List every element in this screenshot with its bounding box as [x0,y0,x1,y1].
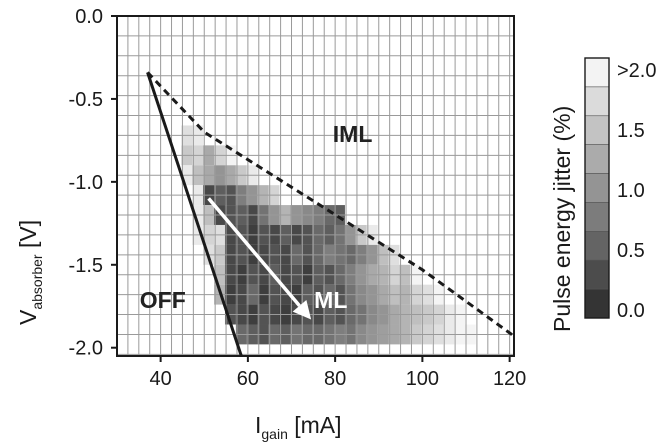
colorbar-swatch [584,86,610,117]
colorbar-swatch [584,144,610,174]
colorbar: >2.0 1.5 1.0 0.5 0.0 [584,57,656,322]
colorbar-swatch [584,288,610,319]
x-tick-label: 100 [406,368,439,390]
y-tick-label: 0.0 [75,6,103,28]
x-tick-label: 120 [493,368,526,390]
colorbar-tick-label: 0.5 [617,240,645,262]
colorbar-swatch [584,202,610,232]
colorbar-tick-label: >2.0 [617,60,656,82]
region-label-off: OFF [140,287,186,313]
y-axis-label: Vabsorber [V] [15,220,45,325]
colorbar-swatch [584,231,610,261]
colorbar-swatch [584,259,610,290]
grid-lines [116,15,514,356]
colorbar-swatch [584,115,610,145]
colorbar-swatch [584,57,610,88]
colorbar-tick-label: 0.0 [617,300,645,322]
region-labels: IML ML OFF [140,121,373,313]
region-boundaries [146,71,515,357]
colorbar-border [584,57,610,319]
y-tick-label: -1.5 [69,255,103,277]
region-label-iml: IML [333,121,373,147]
plot-frame [116,15,515,357]
colorbar-tick-label: 1.5 [617,120,645,142]
iml-boundary [146,71,515,338]
off-boundary [146,71,243,357]
x-tick-label: 60 [237,368,259,390]
region-label-ml: ML [314,287,347,313]
x-axis-label: Igain [mA] [255,412,342,442]
colorbar-swatch [584,173,610,203]
x-tick-label: 80 [324,368,346,390]
colorbar-tick-label: 1.0 [617,180,645,202]
y-tick-label: -1.0 [69,172,103,194]
colorbar-label: Pulse energy jitter (%) [549,106,575,332]
trend-arrow-head [292,299,312,320]
y-tick-label: -0.5 [69,89,103,111]
x-tick-label: 40 [150,368,172,390]
y-tick-label: -2.0 [69,338,103,360]
axis-ticks: 40 60 80 100 120 0.0 -0.5 -1.0 -1.5 -2.0 [69,6,527,390]
plot-border [116,15,515,357]
trend-arrow-shaft [207,197,301,307]
